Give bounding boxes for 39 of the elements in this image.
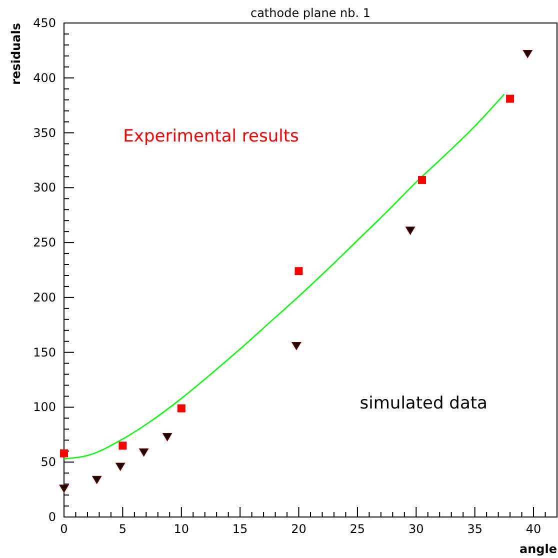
y-tick-label: 0 [48, 510, 56, 524]
point [139, 448, 149, 457]
x-tick-label: 10 [174, 522, 190, 536]
y-axis-title: residuals [9, 23, 23, 85]
line-series [63, 94, 505, 460]
y-tick-label: 300 [33, 180, 56, 195]
x-tick-label: 30 [408, 522, 424, 536]
text: simulated data [360, 393, 488, 414]
point [292, 342, 302, 350]
point [162, 433, 172, 442]
y-tick-label: 450 [33, 16, 56, 30]
point [294, 267, 303, 276]
point [522, 50, 532, 58]
text: Experimental results [123, 126, 300, 147]
chart-title: cathode plane nb. 1 [250, 6, 371, 20]
point [506, 94, 514, 103]
point [59, 484, 69, 493]
x-tick-label: 5 [118, 522, 127, 536]
y-tick-label: 200 [33, 290, 56, 304]
point [60, 449, 68, 458]
point [116, 462, 126, 471]
x-tick-label: 40 [526, 522, 542, 536]
point [405, 226, 416, 235]
point [177, 404, 186, 412]
y-tick-label: 400 [33, 70, 56, 85]
point [92, 476, 102, 484]
y-tick-label: 250 [33, 236, 56, 250]
x-tick-label: 15 [232, 522, 248, 536]
x-tick-label: 0 [60, 522, 68, 536]
point [118, 442, 127, 450]
y-tick-label: 150 [33, 345, 56, 360]
x-axis-title: angle [520, 542, 557, 556]
x-tick-label: 20 [291, 522, 306, 536]
y-tick-label: 100 [33, 400, 56, 414]
x-tick-label: 25 [350, 522, 366, 536]
y-tick-label: 50 [40, 455, 56, 470]
point [418, 176, 426, 184]
y-tick-label: 350 [33, 126, 56, 140]
x-tick-label: 35 [467, 522, 482, 536]
